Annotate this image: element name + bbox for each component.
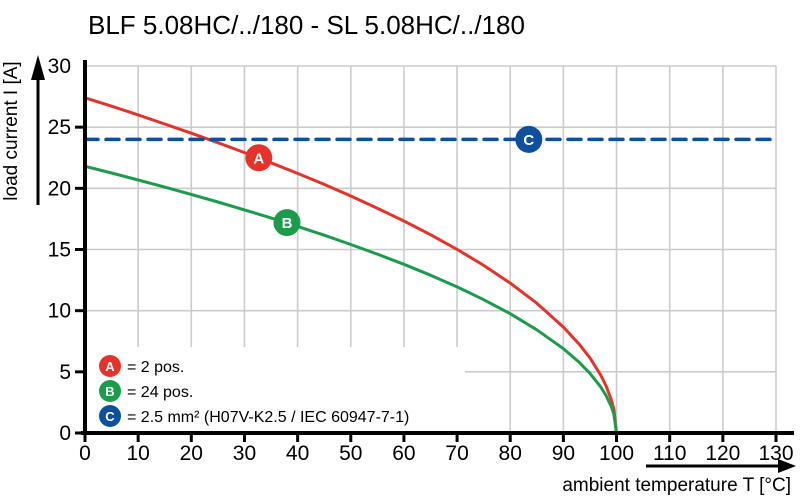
x-tick-label: 110: [653, 442, 686, 465]
legend-label-B: = 24 pos.: [127, 384, 193, 401]
x-tick-label: 80: [499, 442, 522, 465]
y-tick-label: 0: [59, 422, 71, 445]
marker-C: C: [515, 125, 543, 153]
legend-item-A: A = 2 pos.: [99, 355, 184, 377]
x-tick-label: 20: [180, 442, 203, 465]
marker-circle-A: [245, 144, 273, 172]
legend-item-C: C = 2.5 mm² (H07V-K2.5 / IEC 60947-7-1): [99, 405, 409, 427]
legend-marker-A: [99, 355, 121, 377]
x-tick-label: 0: [79, 442, 91, 465]
tick-labels: 0 10 20 30 40 50 60 70 80 90 100 110 120 130 0 5 10 15 20 2…: [48, 55, 794, 465]
legend-letter-B: B: [105, 384, 114, 399]
curve-B: [83, 164, 618, 435]
x-tick-label: 70: [445, 442, 468, 465]
x-tick-label: 40: [286, 442, 309, 465]
marker-letter-C: C: [523, 132, 534, 149]
legend-letter-A: A: [105, 359, 115, 374]
y-axis-title: load current I [A]: [1, 61, 22, 200]
curve-markers: A B C: [245, 125, 543, 237]
y-tick-label: 5: [59, 361, 71, 384]
marker-circle-C: [515, 125, 543, 153]
up-arrow-icon: [31, 55, 45, 205]
x-tick-label: 50: [339, 442, 362, 465]
x-tick-label: 120: [705, 442, 740, 465]
x-tick-label: 100: [599, 442, 634, 465]
marker-A: A: [245, 144, 273, 172]
y-tick-label: 25: [48, 116, 71, 139]
legend: A = 2 pos. B = 24 pos. C = 2.5 mm² (H07V-K2.5…: [99, 355, 409, 427]
marker-letter-B: B: [282, 215, 293, 232]
marker-letter-A: A: [253, 150, 264, 167]
curve-A: [83, 96, 618, 435]
axes-layer: [75, 60, 794, 442]
y-tick-label: 15: [48, 239, 71, 262]
legend-label-C: = 2.5 mm² (H07V-K2.5 / IEC 60947-7-1): [127, 409, 409, 426]
legend-backdrop-rect: [87, 347, 465, 431]
right-arrow-icon: [646, 459, 796, 473]
legend-item-B: B = 24 pos.: [99, 380, 193, 402]
legend-marker-B: [99, 380, 121, 402]
legend-marker-C: [99, 405, 121, 427]
y-tick-label: 10: [48, 300, 71, 323]
x-tick-label: 90: [552, 442, 575, 465]
y-tick-label: 20: [48, 177, 71, 200]
chart-title: BLF 5.08HC/../180 - SL 5.08HC/../180: [88, 10, 525, 40]
marker-circle-B: [273, 209, 301, 237]
x-tick-label: 10: [126, 442, 149, 465]
marker-B: B: [273, 209, 301, 237]
x-tick-label: 60: [392, 442, 415, 465]
legend-backdrop: [87, 347, 465, 431]
x-tick-label: 30: [233, 442, 256, 465]
series-layer: [83, 96, 778, 435]
y-tick-label: 30: [48, 55, 71, 78]
x-axis-title: ambient temperature T [°C]: [562, 475, 791, 496]
legend-label-A: = 2 pos.: [127, 359, 184, 376]
x-tick-label: 130: [758, 442, 793, 465]
legend-letter-C: C: [105, 409, 115, 424]
